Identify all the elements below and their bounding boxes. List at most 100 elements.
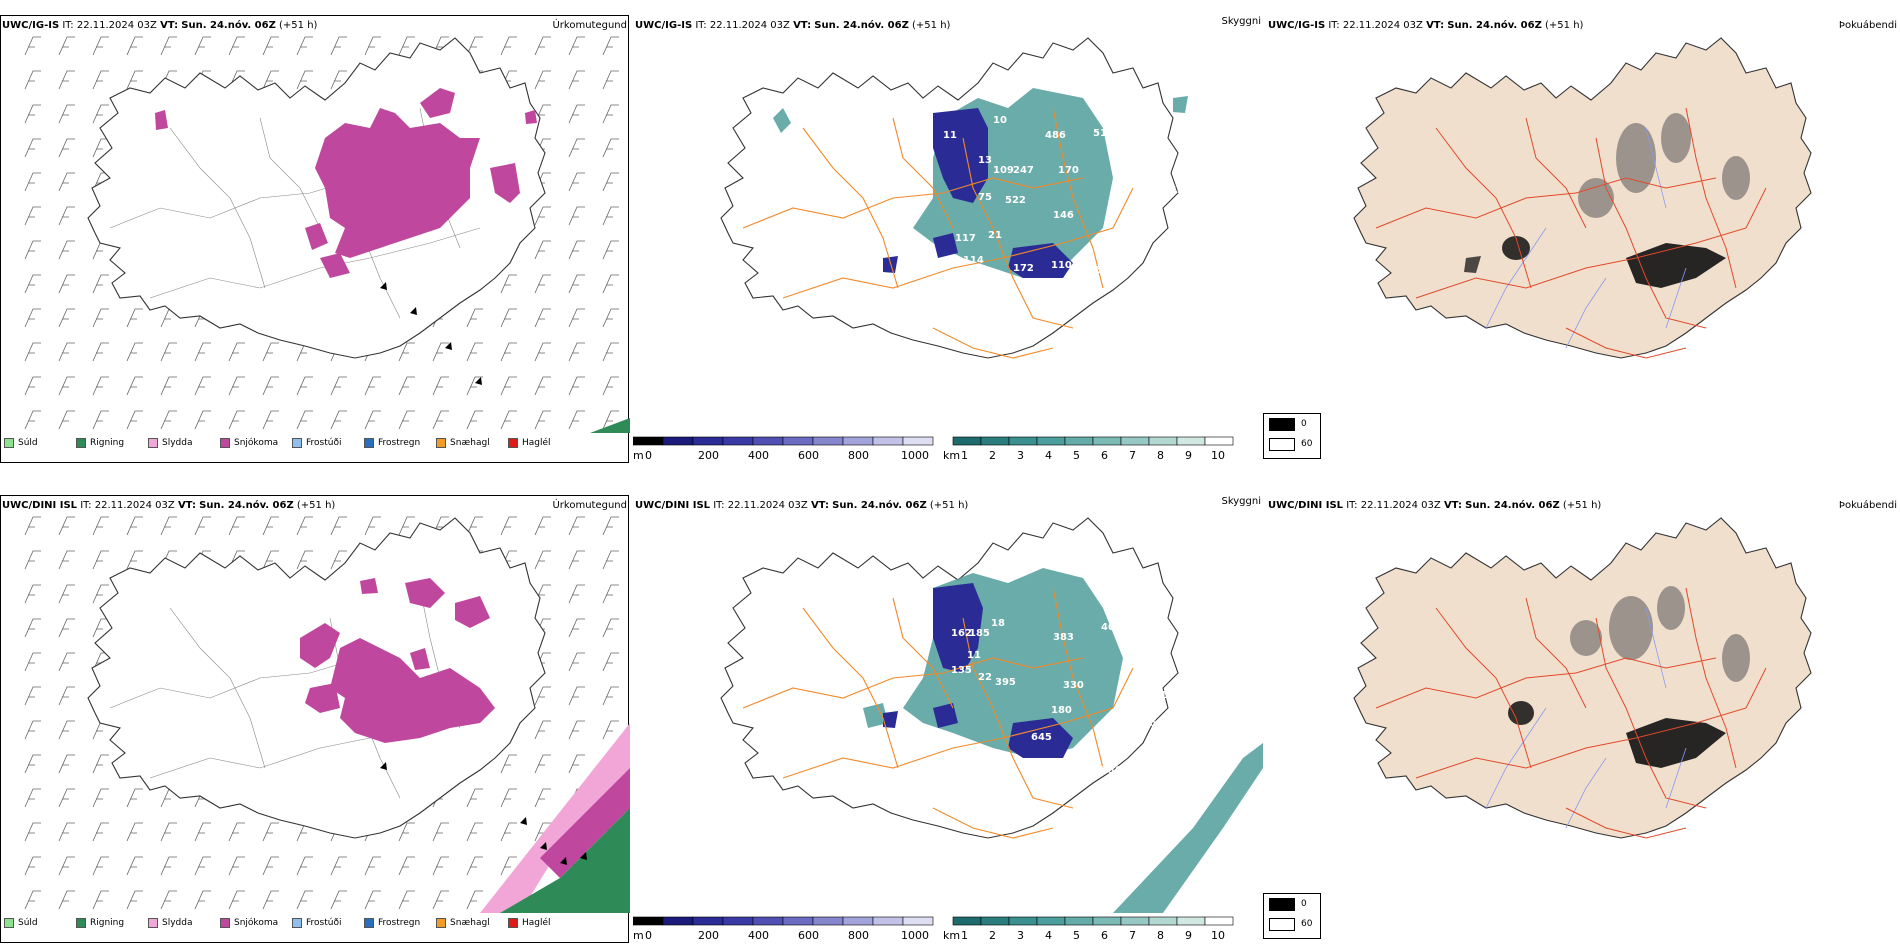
wind-barb [126, 410, 143, 430]
precip-panel: UWC/IG-IS IT: 22.11.2024 03Z VT: Sun. 24… [0, 0, 630, 470]
wind-barb [92, 70, 109, 90]
wind-barb [58, 376, 75, 396]
legend-item: Haglél [508, 918, 580, 928]
panel-title: Úrkomutegund [552, 500, 627, 511]
wind-barb [330, 410, 347, 430]
precip-legend: Súld Rigning Slydda Snjókoma Frostúði Fr… [4, 438, 580, 448]
ceiling-value-label: 247 [1013, 165, 1034, 176]
wind-barb [534, 206, 551, 226]
wind-barb [24, 206, 41, 226]
wind-barb [466, 342, 483, 362]
ceiling-value-label: 143 [1153, 732, 1174, 743]
wind-barb [24, 308, 41, 328]
wind-barb [364, 376, 381, 396]
road-network [742, 107, 1134, 359]
legend-swatch [76, 918, 86, 928]
wind-barb [58, 720, 75, 740]
scale-swatch [842, 436, 874, 446]
wind-barb [568, 70, 585, 90]
wind-barb [58, 822, 75, 842]
wind-barb [126, 856, 143, 876]
wind-barb [24, 652, 41, 672]
wind-barb [602, 138, 619, 158]
wind-barb [534, 516, 551, 536]
scale-swatch [872, 436, 904, 446]
wind-barb [160, 856, 177, 876]
legend-swatch [76, 438, 86, 448]
ceiling-value-label: 75 [978, 192, 992, 203]
wind-barb [330, 890, 347, 910]
wind-barb [500, 856, 517, 876]
height-scale-bar [632, 916, 934, 926]
fog-panel: UWC/DINI ISL IT: 22.11.2024 03Z VT: Sun.… [1266, 480, 1900, 950]
legend-item: Frostregn [364, 438, 436, 448]
wind-barb [330, 856, 347, 876]
ceiling-panel: UWC/IG-IS IT: 22.11.2024 03Z VT: Sun. 24… [632, 0, 1263, 470]
scale-swatch [722, 436, 754, 446]
ceiling-value-label: 319 [1153, 690, 1174, 701]
ceiling-value-label: 645 [1031, 732, 1052, 743]
legend-swatch [292, 918, 302, 928]
wind-barb [466, 36, 483, 56]
wind-barb [228, 822, 245, 842]
legend-item: Frostúði [292, 438, 364, 448]
wind-barb [330, 70, 347, 90]
wind-barb [194, 516, 211, 536]
fog-map [1353, 517, 1812, 839]
wind-barb [568, 516, 585, 536]
scale-swatch [1064, 916, 1094, 926]
visibility-scale-bar [952, 916, 1234, 926]
wind-barb [160, 342, 177, 362]
wind-barb [296, 410, 313, 430]
wind-barb [24, 70, 41, 90]
scale-swatch [722, 916, 754, 926]
vis-tick: 7 [1129, 929, 1136, 942]
wind-barb [602, 516, 619, 536]
ceiling-value-label: 486 [1045, 130, 1066, 141]
wind-barb [126, 822, 143, 842]
wind-barb [568, 274, 585, 294]
scale-swatch [1036, 916, 1066, 926]
wind-barb [24, 376, 41, 396]
vis-tick: 1 [961, 929, 968, 942]
scale-swatch [692, 916, 724, 926]
row-igis: UWC/IG-IS IT: 22.11.2024 03Z VT: Sun. 24… [0, 0, 1900, 470]
panel-title: Þokuábendi [1838, 500, 1897, 511]
wind-barb [568, 376, 585, 396]
wind-barb [126, 36, 143, 56]
height-unit: m [633, 449, 644, 462]
ceiling-value-label: 157 [1143, 718, 1164, 729]
wind-barb [24, 822, 41, 842]
wind-barb [364, 516, 381, 536]
wind-barb [500, 308, 517, 328]
legend-swatch [292, 438, 302, 448]
wind-barb [58, 856, 75, 876]
rain-area [590, 418, 630, 433]
ceiling-value-label: 821 [1113, 160, 1134, 171]
wind-barb [364, 856, 381, 876]
wind-barb [92, 754, 109, 774]
wind-barb [58, 410, 75, 430]
wind-barb [534, 240, 551, 260]
ceiling-value-label: 213 [1103, 235, 1124, 246]
vis-tick: 10 [1211, 449, 1225, 462]
wind-barb [432, 410, 449, 430]
vis-tick: 4 [1045, 929, 1052, 942]
wind-barb [262, 890, 279, 910]
wind-barb [602, 618, 619, 638]
wind-barb [262, 342, 279, 362]
wind-barb [602, 584, 619, 604]
wind-barb [432, 376, 449, 396]
scale-swatch [1064, 436, 1094, 446]
legend-item: Snæhagl [436, 438, 508, 448]
legend-swatch [148, 438, 158, 448]
wind-barb [500, 410, 517, 430]
wind-barb [568, 652, 585, 672]
wind-barb [24, 516, 41, 536]
wind-barb [500, 822, 517, 842]
wind-barb [194, 822, 211, 842]
wind-barb [398, 822, 415, 842]
river-network [1485, 607, 1687, 829]
legend-swatch [508, 918, 518, 928]
